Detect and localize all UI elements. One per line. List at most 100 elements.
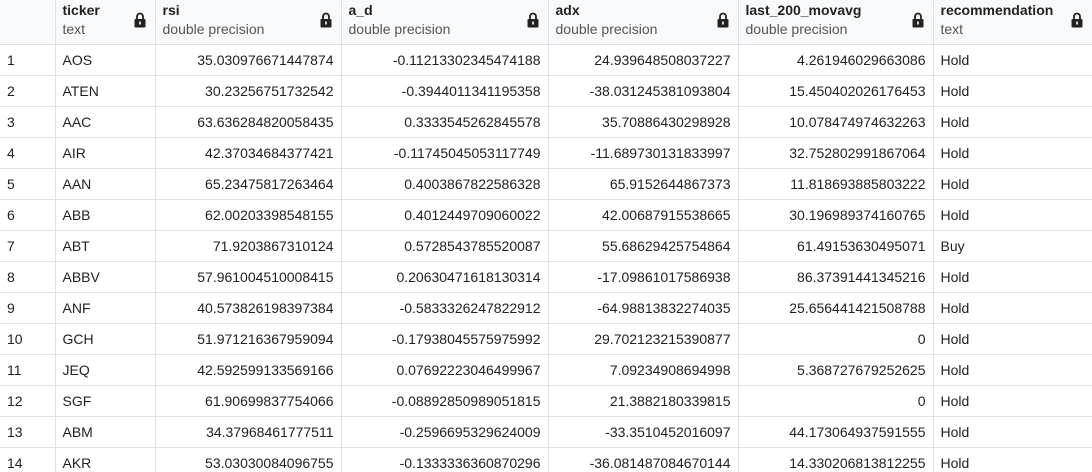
cell-adx[interactable]: 65.9152644867373 [548,168,739,200]
cell-ticker[interactable]: ANF [55,292,156,324]
column-header-adx[interactable]: adx double precision [548,0,739,45]
cell-recommendation[interactable]: Hold [933,137,1092,169]
cell-a-d[interactable]: -0.3944011341195358 [341,75,549,107]
cell-recommendation[interactable]: Hold [933,261,1092,293]
cell-last-200-movavg[interactable]: 0 [738,385,934,417]
cell-a-d[interactable]: -0.2596695329624009 [341,416,549,448]
row-number[interactable]: 1 [0,44,56,76]
cell-rsi[interactable]: 30.23256751732542 [155,75,342,107]
cell-ticker[interactable]: ABM [55,416,156,448]
table-row[interactable]: 10 GCH 51.971216367959094 -0.17938045575975… [0,323,1092,355]
cell-rsi[interactable]: 71.9203867310124 [155,230,342,262]
cell-a-d[interactable]: -0.11213302345474188 [341,44,549,76]
cell-adx[interactable]: -17.09861017586938 [548,261,739,293]
cell-last-200-movavg[interactable]: 86.37391441345216 [738,261,934,293]
cell-adx[interactable]: 21.3882180339815 [548,385,739,417]
table-row[interactable]: 9 ANF 40.573826198397384 -0.583332624782291… [0,292,1092,324]
cell-adx[interactable]: 29.702123215390877 [548,323,739,355]
cell-recommendation[interactable]: Hold [933,199,1092,231]
row-number[interactable]: 11 [0,354,56,386]
row-number[interactable]: 8 [0,261,56,293]
cell-last-200-movavg[interactable]: 4.261946029663086 [738,44,934,76]
cell-a-d[interactable]: -0.11745045053117749 [341,137,549,169]
cell-recommendation[interactable]: Hold [933,416,1092,448]
cell-ticker[interactable]: AOS [55,44,156,76]
cell-adx[interactable]: 24.939648508037227 [548,44,739,76]
cell-rsi[interactable]: 63.636284820058435 [155,106,342,138]
cell-a-d[interactable]: 0.4003867822586328 [341,168,549,200]
table-row[interactable]: 1 AOS 35.030976671447874 -0.112133023454741… [0,44,1092,76]
row-number[interactable]: 4 [0,137,56,169]
cell-rsi[interactable]: 40.573826198397384 [155,292,342,324]
cell-ticker[interactable]: AAC [55,106,156,138]
cell-recommendation[interactable]: Hold [933,447,1092,472]
cell-last-200-movavg[interactable]: 30.196989374160765 [738,199,934,231]
cell-ticker[interactable]: ABBV [55,261,156,293]
column-header-ticker[interactable]: ticker text [55,0,156,45]
cell-adx[interactable]: -33.3510452016097 [548,416,739,448]
cell-last-200-movavg[interactable]: 0 [738,323,934,355]
row-number[interactable]: 13 [0,416,56,448]
table-row[interactable]: 7 ABT 71.9203867310124 0.5728543785520087 55… [0,230,1092,262]
cell-a-d[interactable]: 0.3333545262845578 [341,106,549,138]
row-number[interactable]: 12 [0,385,56,417]
cell-adx[interactable]: 55.68629425754864 [548,230,739,262]
cell-ticker[interactable]: SGF [55,385,156,417]
cell-recommendation[interactable]: Hold [933,106,1092,138]
column-header-rsi[interactable]: rsi double precision [155,0,342,45]
cell-rsi[interactable]: 42.592599133569166 [155,354,342,386]
cell-rsi[interactable]: 42.37034684377421 [155,137,342,169]
cell-recommendation[interactable]: Hold [933,168,1092,200]
cell-ticker[interactable]: AIR [55,137,156,169]
cell-last-200-movavg[interactable]: 15.450402026176453 [738,75,934,107]
cell-last-200-movavg[interactable]: 11.818693885803222 [738,168,934,200]
table-row[interactable]: 5 AAN 65.23475817263464 0.4003867822586328 6… [0,168,1092,200]
cell-adx[interactable]: -38.031245381093804 [548,75,739,107]
column-header-last-200-movavg[interactable]: last_200_movavg double precision [738,0,934,45]
cell-recommendation[interactable]: Hold [933,354,1092,386]
cell-a-d[interactable]: 0.4012449709060022 [341,199,549,231]
table-row[interactable]: 12 SGF 61.90699837754066 -0.088928509890518… [0,385,1092,417]
cell-ticker[interactable]: ABT [55,230,156,262]
cell-a-d[interactable]: 0.20630471618130314 [341,261,549,293]
cell-last-200-movavg[interactable]: 14.330206813812255 [738,447,934,472]
cell-adx[interactable]: 7.09234908694998 [548,354,739,386]
cell-a-d[interactable]: -0.1333336360870296 [341,447,549,472]
cell-rsi[interactable]: 34.37968461777511 [155,416,342,448]
cell-recommendation[interactable]: Hold [933,323,1092,355]
cell-recommendation[interactable]: Buy [933,230,1092,262]
cell-a-d[interactable]: 0.07692223046499967 [341,354,549,386]
cell-rsi[interactable]: 35.030976671447874 [155,44,342,76]
cell-last-200-movavg[interactable]: 32.752802991867064 [738,137,934,169]
column-header-a-d[interactable]: a_d double precision [341,0,549,45]
cell-adx[interactable]: -11.689730131833997 [548,137,739,169]
row-number[interactable]: 2 [0,75,56,107]
cell-rsi[interactable]: 61.90699837754066 [155,385,342,417]
cell-a-d[interactable]: -0.5833326247822912 [341,292,549,324]
cell-last-200-movavg[interactable]: 5.368727679252625 [738,354,934,386]
row-number[interactable]: 3 [0,106,56,138]
cell-ticker[interactable]: ABB [55,199,156,231]
cell-last-200-movavg[interactable]: 44.173064937591555 [738,416,934,448]
cell-rsi[interactable]: 62.00203398548155 [155,199,342,231]
cell-ticker[interactable]: AKR [55,447,156,472]
cell-a-d[interactable]: -0.17938045575975992 [341,323,549,355]
cell-recommendation[interactable]: Hold [933,292,1092,324]
row-number[interactable]: 6 [0,199,56,231]
cell-adx[interactable]: -36.081487084670144 [548,447,739,472]
cell-ticker[interactable]: JEQ [55,354,156,386]
row-number[interactable]: 7 [0,230,56,262]
row-number[interactable]: 9 [0,292,56,324]
cell-a-d[interactable]: -0.08892850989051815 [341,385,549,417]
cell-rsi[interactable]: 65.23475817263464 [155,168,342,200]
cell-rsi[interactable]: 57.961004510008415 [155,261,342,293]
cell-ticker[interactable]: ATEN [55,75,156,107]
cell-rsi[interactable]: 51.971216367959094 [155,323,342,355]
cell-a-d[interactable]: 0.5728543785520087 [341,230,549,262]
cell-recommendation[interactable]: Hold [933,75,1092,107]
row-number[interactable]: 10 [0,323,56,355]
table-row[interactable]: 4 AIR 42.37034684377421 -0.1174504505311774… [0,137,1092,169]
table-row[interactable]: 2 ATEN 30.23256751732542 -0.394401134119535… [0,75,1092,107]
cell-adx[interactable]: 42.00687915538665 [548,199,739,231]
row-number[interactable]: 14 [0,447,56,472]
